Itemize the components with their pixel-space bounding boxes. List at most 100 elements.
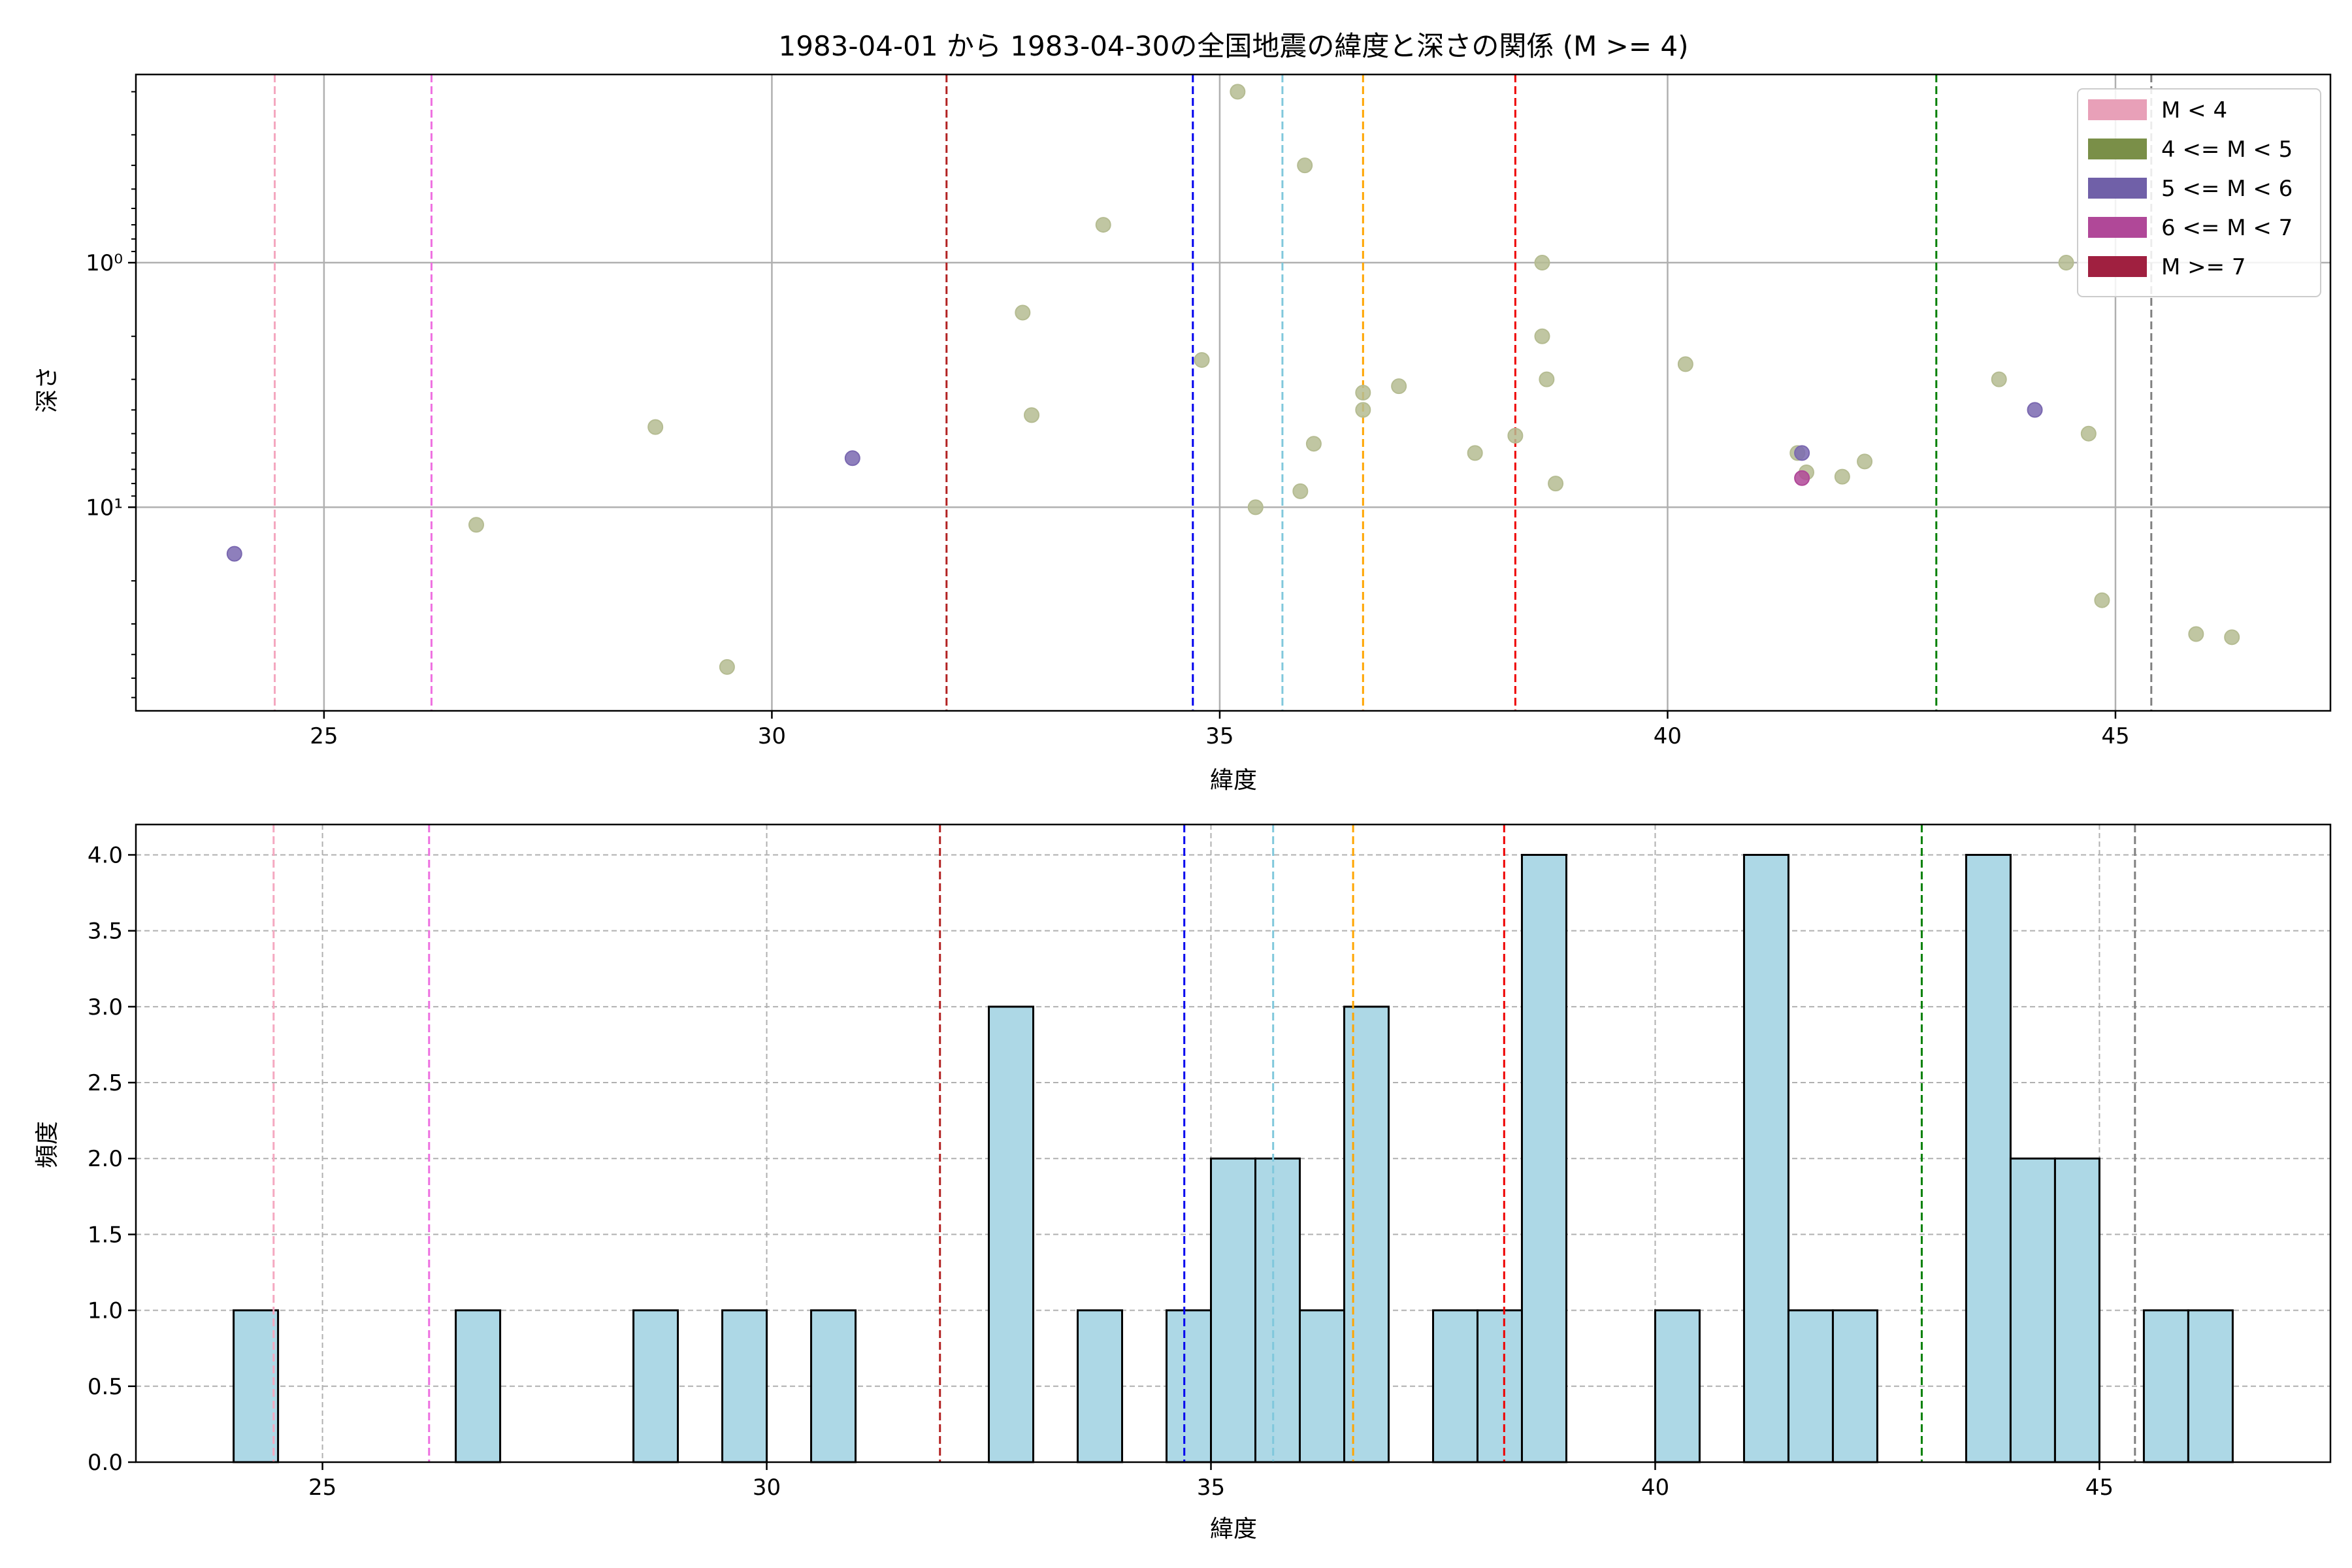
scatter-point bbox=[1794, 470, 1810, 486]
histogram-x-tick-label: 40 bbox=[1641, 1475, 1669, 1501]
scatter-x-tick-label: 35 bbox=[1205, 723, 1233, 749]
scatter-point bbox=[468, 517, 484, 533]
legend-swatch bbox=[2088, 178, 2147, 199]
scatter-point bbox=[1297, 157, 1313, 174]
legend-label: 6 <= M < 7 bbox=[2161, 215, 2293, 241]
histogram-bar bbox=[1166, 1309, 1213, 1463]
histogram-bar bbox=[2142, 1309, 2189, 1463]
legend-swatch bbox=[2088, 217, 2147, 238]
scatter-point bbox=[1015, 304, 1031, 321]
histogram-bar bbox=[1742, 853, 1789, 1463]
histogram-bar bbox=[2053, 1157, 2100, 1463]
scatter-point bbox=[1194, 352, 1210, 368]
scatter-point bbox=[1539, 371, 1555, 387]
histogram-bar bbox=[1431, 1309, 1478, 1463]
scatter-point bbox=[1355, 402, 1371, 418]
scatter-point bbox=[2080, 425, 2097, 442]
scatter-points bbox=[226, 84, 2240, 675]
figure-title: 1983-04-01 から 1983-04-30の全国地震の緯度と深さの関係 (… bbox=[778, 30, 1688, 62]
histogram-y-tick-label: 4.0 bbox=[88, 842, 123, 868]
histogram-bar bbox=[1787, 1309, 1834, 1463]
scatter-point bbox=[1534, 328, 1550, 344]
scatter-point bbox=[647, 419, 664, 435]
histogram-y-tick-label: 1.0 bbox=[88, 1298, 123, 1324]
legend-swatch bbox=[2088, 99, 2147, 120]
scatter-point bbox=[1677, 356, 1693, 372]
histogram-bar bbox=[810, 1309, 857, 1463]
scatter-point bbox=[2224, 629, 2240, 645]
scatter-point bbox=[2094, 592, 2110, 608]
histogram-bar bbox=[455, 1309, 502, 1463]
scatter-x-tick-label: 45 bbox=[2101, 723, 2129, 749]
histogram-y-tick-label: 0.0 bbox=[88, 1450, 123, 1476]
histogram-bar bbox=[988, 1005, 1035, 1463]
legend-swatch bbox=[2088, 139, 2147, 159]
histogram-y-tick-label: 3.5 bbox=[88, 919, 123, 945]
histogram-axes: 25 30 35 40 45 0.0 0.5 1.0 1.5 2.0 2.5 3.0 3.5 4.0 bbox=[88, 842, 2114, 1501]
histogram-x-tick-label: 35 bbox=[1197, 1475, 1225, 1501]
histogram-x-tick-label: 25 bbox=[308, 1475, 336, 1501]
scatter-point bbox=[1292, 483, 1309, 499]
scatter-point bbox=[1355, 385, 1371, 400]
scatter-y-tick-label: 10¹ bbox=[86, 495, 123, 521]
legend-label: M >= 7 bbox=[2161, 254, 2246, 280]
scatter-plot-frame bbox=[135, 73, 2332, 712]
scatter-point bbox=[1534, 255, 1550, 271]
histogram-bar bbox=[1831, 1309, 1878, 1463]
histogram-bar bbox=[1520, 853, 1567, 1463]
scatter-grid bbox=[136, 74, 2330, 711]
histogram-bar bbox=[1654, 1309, 1701, 1463]
histogram-y-tick-label: 2.0 bbox=[88, 1146, 123, 1172]
histogram-x-tick-label: 30 bbox=[753, 1475, 781, 1501]
histogram-y-tick-label: 2.5 bbox=[88, 1070, 123, 1096]
histogram-bar bbox=[721, 1309, 768, 1463]
scatter-point bbox=[1857, 453, 1873, 470]
histogram-bar bbox=[2187, 1309, 2234, 1463]
histogram-bar bbox=[1254, 1157, 1301, 1463]
histogram-bars bbox=[233, 853, 2234, 1463]
scatter-point bbox=[1247, 499, 1264, 515]
histogram-bar bbox=[2009, 1157, 2056, 1463]
scatter-point bbox=[226, 546, 242, 562]
histogram-panel: 25 30 35 40 45 0.0 0.5 1.0 1.5 2.0 2.5 3.0 3.5 4.0 緯度… bbox=[34, 823, 2332, 1543]
scatter-x-tick-label: 40 bbox=[1654, 723, 1682, 749]
histogram-bar bbox=[1210, 1157, 1256, 1463]
scatter-point bbox=[1095, 217, 1111, 233]
scatter-point bbox=[844, 450, 860, 466]
scatter-y-tick-label: 10⁰ bbox=[86, 250, 123, 276]
histogram-bar bbox=[1343, 1005, 1390, 1463]
scatter-point bbox=[1507, 427, 1524, 444]
scatter-point bbox=[1467, 445, 1483, 461]
histogram-x-tick-label: 45 bbox=[2085, 1475, 2114, 1501]
scatter-axes: 25 30 35 40 45 10⁰ 10¹ bbox=[86, 91, 2130, 749]
scatter-x-tick-label: 25 bbox=[310, 723, 338, 749]
scatter-point bbox=[1834, 468, 1850, 485]
histogram-x-axis-label: 緯度 bbox=[1210, 1516, 1257, 1543]
histogram-reference-lines bbox=[272, 825, 2136, 1462]
scatter-point bbox=[1794, 445, 1810, 461]
legend-label: 5 <= M < 6 bbox=[2161, 176, 2293, 202]
scatter-y-axis-label: 深さ bbox=[34, 366, 61, 413]
scatter-point bbox=[1024, 407, 1040, 423]
histogram-bar bbox=[1077, 1309, 1124, 1463]
histogram-y-tick-label: 0.5 bbox=[88, 1374, 123, 1400]
legend-swatch bbox=[2088, 256, 2147, 277]
scatter-point bbox=[2058, 255, 2074, 271]
scatter-panel: 25 30 35 40 45 10⁰ 10¹ 緯度 深さ M < 4 4 <= M < 5 5 … bbox=[34, 73, 2332, 794]
histogram-y-tick-label: 1.5 bbox=[88, 1222, 123, 1248]
histogram-y-tick-label: 3.0 bbox=[88, 994, 123, 1021]
scatter-point bbox=[1548, 476, 1564, 492]
scatter-point bbox=[1230, 84, 1246, 100]
histogram-plot-frame bbox=[135, 823, 2332, 1463]
legend-label: M < 4 bbox=[2161, 97, 2227, 123]
scatter-x-axis-label: 緯度 bbox=[1210, 767, 1257, 794]
scatter-point bbox=[719, 659, 735, 675]
histogram-bar bbox=[1965, 853, 2012, 1463]
scatter-point bbox=[2188, 626, 2204, 642]
scatter-legend: M < 4 4 <= M < 5 5 <= M < 6 6 <= M < 7 M >= … bbox=[2077, 88, 2321, 297]
histogram-bar bbox=[233, 1309, 280, 1463]
histogram-bar bbox=[1476, 1309, 1523, 1463]
histogram-bar bbox=[1298, 1309, 1345, 1463]
